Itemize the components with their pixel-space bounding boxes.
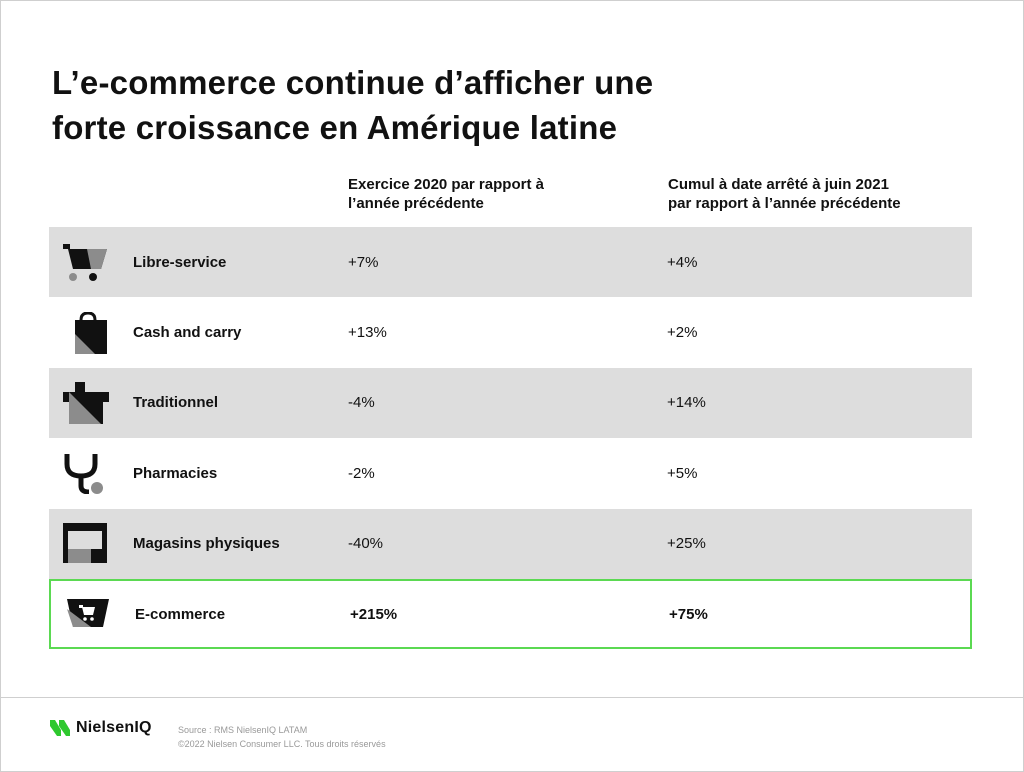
source-note: Source : RMS NielsenIQ LATAM ©2022 Niels… [178, 723, 386, 751]
table-row: Libre-service +7% +4% [49, 227, 972, 298]
column-header-2020-line-2: l’année précédente [348, 195, 484, 212]
value-2021: +2% [667, 324, 698, 342]
row-label: Traditionnel [133, 394, 219, 412]
column-header-2020-line-1: Exercice 2020 par rapport à [348, 176, 544, 193]
page-title: L’e-commerce continue d’afficher une for… [52, 60, 852, 150]
value-2020: +215% [350, 605, 398, 623]
storefront-icon [63, 381, 109, 424]
column-header-2020: Exercice 2020 par rapport à l’année préc… [348, 175, 608, 213]
value-2021: +5% [667, 464, 698, 482]
column-header-2021: Cumul à date arrêté à juin 2021 par rapp… [668, 175, 968, 213]
value-2021: +4% [667, 253, 698, 271]
nielseniq-mark-icon [50, 720, 70, 736]
value-2020: +13% [348, 324, 387, 342]
row-label: Cash and carry [133, 324, 242, 342]
column-header-2021-line-2: par rapport à l’année précédente [668, 195, 901, 212]
value-2021: +14% [667, 394, 706, 412]
shopping-cart-icon [63, 244, 107, 282]
value-2021: +25% [667, 535, 706, 553]
value-2020: -4% [348, 394, 375, 412]
nielseniq-logo: NielsenIQ [50, 718, 152, 738]
row-label: Pharmacies [133, 464, 218, 482]
footer-divider [0, 697, 1024, 698]
title-line-1: L’e-commerce continue d’afficher une [52, 64, 654, 101]
shopping-bag-icon [75, 311, 107, 354]
table-row-highlighted: E-commerce +215% +75% [49, 578, 972, 650]
value-2021: +75% [669, 605, 708, 623]
title-line-2: forte croissance en Amérique latine [52, 109, 618, 146]
row-label: E-commerce [135, 605, 226, 623]
row-label: Libre-service [133, 253, 227, 271]
table-row: Cash and carry +13% +2% [49, 297, 972, 367]
table-row: Magasins physiques -40% +25% [49, 508, 972, 579]
brand-name: NielsenIQ [76, 719, 152, 736]
table-row: Traditionnel -4% +14% [49, 367, 972, 439]
row-label: Magasins physiques [133, 535, 280, 553]
market-stall-icon [63, 522, 107, 563]
column-header-2021-line-1: Cumul à date arrêté à juin 2021 [668, 176, 889, 193]
growth-table: Libre-service +7% +4% Cash and carry +13… [49, 227, 972, 650]
stethoscope-icon [64, 454, 103, 495]
value-2020: -2% [348, 464, 375, 482]
value-2020: -40% [348, 535, 384, 553]
online-cart-icon [67, 599, 109, 628]
value-2020: +7% [348, 253, 379, 271]
table-row: Pharmacies -2% +5% [49, 438, 972, 508]
source-text: Source : RMS NielsenIQ LATAM [178, 725, 308, 735]
copyright-text: ©2022 Nielsen Consumer LLC. Tous droits … [178, 739, 386, 749]
